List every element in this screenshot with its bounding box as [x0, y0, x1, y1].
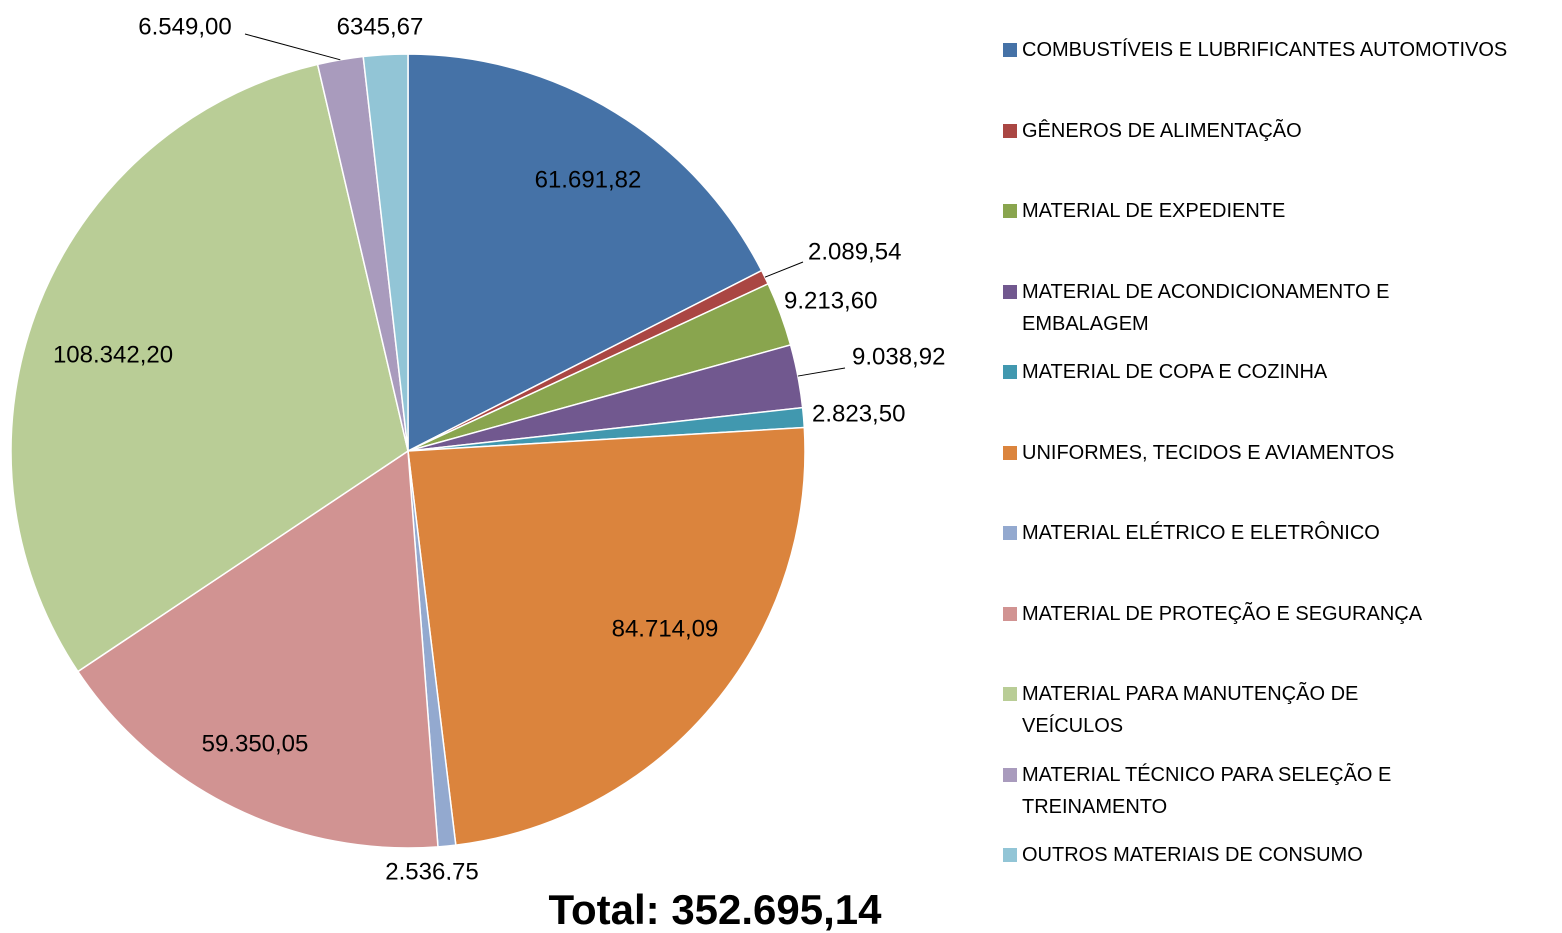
- pie-slice: [407, 426, 806, 846]
- leader-line: [244, 33, 341, 61]
- legend-label: GÊNEROS DE ALIMENTAÇÃO: [1022, 119, 1302, 142]
- legend-swatch: [1003, 445, 1017, 460]
- legend-item: COMBUSTÍVEIS E LUBRIFICANTES AUTOMOTIVOS: [1000, 34, 1507, 66]
- legend-item: GÊNEROS DE ALIMENTAÇÃO: [1000, 115, 1462, 147]
- legend-item: MATERIAL ELÉTRICO E ELETRÔNICO: [1000, 517, 1462, 549]
- legend-item: UNIFORMES, TECIDOS E AVIAMENTOS: [1000, 437, 1462, 469]
- data-label: 6.549,00: [138, 13, 231, 40]
- data-label: 2.536,75: [385, 858, 478, 880]
- pie-slice: [76, 449, 439, 849]
- legend-item: MATERIAL DE PROTEÇÃO E SEGURANÇA: [1000, 598, 1462, 630]
- legend-label: MATERIAL DE ACONDICIONAMENTO E EMBALAGEM: [1022, 280, 1390, 335]
- data-label: 84.714,09: [612, 615, 719, 642]
- data-label: 6345,67: [337, 13, 424, 40]
- legend-label: UNIFORMES, TECIDOS E AVIAMENTOS: [1022, 441, 1395, 464]
- legend-label: OUTROS MATERIAIS DE CONSUMO: [1022, 844, 1363, 866]
- legend-item: MATERIAL DE COPA E COZINHA: [1000, 356, 1462, 388]
- data-label: 61.691,82: [535, 166, 642, 193]
- legend-swatch: [1003, 123, 1017, 138]
- data-label: 9.038,92: [852, 343, 945, 370]
- legend-swatch: [1003, 284, 1017, 299]
- data-label: 108.342,20: [53, 341, 173, 368]
- pie-slice: [362, 53, 409, 452]
- legend-swatch: [1003, 43, 1017, 57]
- legend-label: MATERIAL DE COPA E COZINHA: [1022, 361, 1328, 383]
- data-label: 2.823,50: [812, 400, 905, 427]
- legend-item: OUTROS MATERIAIS DE CONSUMO: [1000, 839, 1462, 871]
- legend-label: MATERIAL TÉCNICO PARA SELEÇÃO E TREINAME…: [1022, 763, 1392, 818]
- data-label: 59.350,05: [202, 730, 309, 757]
- data-label: 9.213,60: [784, 287, 877, 314]
- leader-line: [764, 261, 804, 278]
- total-annotation: Total: 352.695,14: [548, 886, 882, 933]
- legend-swatch: [1003, 848, 1017, 862]
- legend-swatch: [1003, 767, 1017, 782]
- pie-slice: [10, 63, 409, 673]
- legend-swatch: [1003, 687, 1017, 701]
- legend-item: MATERIAL TÉCNICO PARA SELEÇÃO E TREINAME…: [1000, 759, 1462, 823]
- leader-line: [797, 367, 846, 377]
- legend-swatch: [1003, 204, 1017, 218]
- legend-label: MATERIAL ELÉTRICO E ELETRÔNICO: [1022, 522, 1380, 544]
- legend-label: COMBUSTÍVEIS E LUBRIFICANTES AUTOMOTIVOS: [1022, 39, 1508, 61]
- pie-slice: [407, 53, 763, 453]
- pie-chart: 61.691,82 2.089,54 9.213,60 9.038,92 2.823,5…: [10, 13, 945, 880]
- data-label: 2.089,54: [808, 238, 901, 265]
- legend-swatch: [1003, 365, 1017, 379]
- legend-swatch: [1003, 606, 1017, 621]
- legend-item: MATERIAL DE ACONDICIONAMENTO E EMBALAGEM: [1000, 276, 1462, 340]
- legend-swatch: [1003, 526, 1017, 540]
- legend-item: MATERIAL PARA MANUTENÇÃO DE VEÍCULOS: [1000, 678, 1462, 742]
- legend-label: MATERIAL DE PROTEÇÃO E SEGURANÇA: [1022, 602, 1423, 625]
- legend-item: MATERIAL DE EXPEDIENTE: [1000, 195, 1462, 227]
- legend-label: MATERIAL PARA MANUTENÇÃO DE VEÍCULOS: [1022, 683, 1359, 737]
- legend-label: MATERIAL DE EXPEDIENTE: [1022, 200, 1286, 222]
